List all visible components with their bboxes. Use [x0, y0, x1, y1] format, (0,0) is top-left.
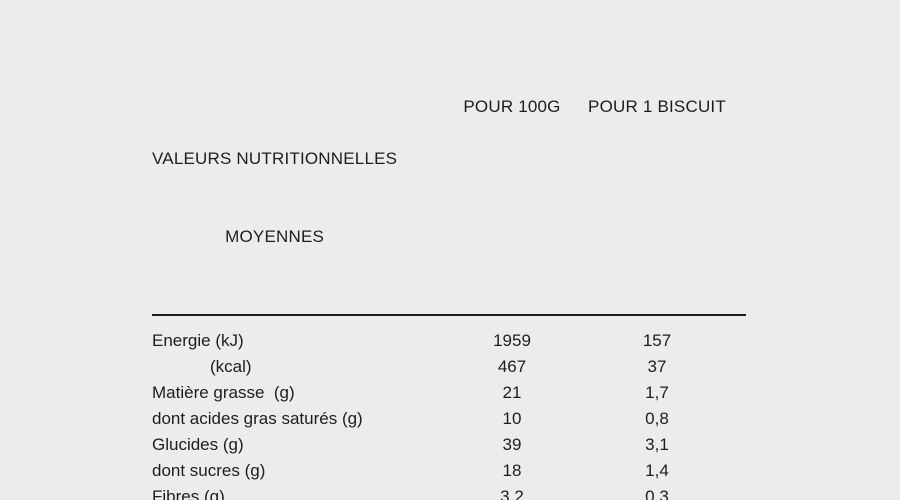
row-label: Energie (kJ): [152, 331, 244, 350]
header-col-pour-100g: POUR 100G: [463, 97, 561, 116]
table-row: Matière grasse (g) 21 1,7: [152, 380, 746, 406]
row-label: dont sucres (g): [152, 461, 266, 480]
header-label-line2: MOYENNES: [225, 227, 325, 246]
nutrition-table: VALEURS NUTRITIONNELLES MOYENNES POUR 10…: [152, 94, 746, 500]
row-label: dont acides gras saturés (g): [152, 409, 363, 428]
row-label: (kcal): [210, 357, 252, 376]
row-value-per-biscuit: 37: [647, 357, 667, 376]
row-value-per-biscuit: 157: [642, 331, 672, 350]
table-row: Energie (kJ) 1959 157: [152, 328, 746, 354]
header-col-pour-1-biscuit: POUR 1 BISCUIT: [588, 97, 726, 116]
header-label-column: VALEURS NUTRITIONNELLES MOYENNES: [152, 94, 397, 302]
row-value-per-100g: 39: [502, 435, 522, 454]
table-row: dont sucres (g) 18 1,4: [152, 458, 746, 484]
row-value-per-biscuit: 1,7: [645, 383, 669, 402]
row-value-per-100g: 3,2: [500, 487, 524, 500]
row-value-per-biscuit: 1,4: [645, 461, 669, 480]
row-value-per-biscuit: 0,8: [645, 409, 669, 428]
table-header-row: VALEURS NUTRITIONNELLES MOYENNES POUR 10…: [152, 94, 746, 302]
row-value-per-biscuit: 0,3: [645, 487, 669, 500]
row-value-per-100g: 21: [502, 383, 522, 402]
row-value-per-100g: 18: [502, 461, 522, 480]
table-row: dont acides gras saturés (g) 10 0,8: [152, 406, 746, 432]
row-value-per-100g: 1959: [493, 331, 531, 350]
top-divider-rule: [152, 314, 746, 316]
header-label-line1: VALEURS NUTRITIONNELLES: [152, 149, 398, 168]
row-value-per-biscuit: 3,1: [645, 435, 669, 454]
table-row: Fibres (g) 3,2 0,3: [152, 484, 746, 500]
row-value-per-100g: 10: [502, 409, 522, 428]
row-value-per-100g: 467: [497, 357, 527, 376]
table-row: (kcal) 467 37: [152, 354, 746, 380]
table-body: Energie (kJ) 1959 157 (kcal) 467 37 Mati…: [152, 316, 746, 500]
row-label: Glucides (g): [152, 435, 244, 454]
row-label: Fibres (g): [152, 487, 225, 500]
table-row: Glucides (g) 39 3,1: [152, 432, 746, 458]
row-label: Matière grasse (g): [152, 383, 295, 402]
